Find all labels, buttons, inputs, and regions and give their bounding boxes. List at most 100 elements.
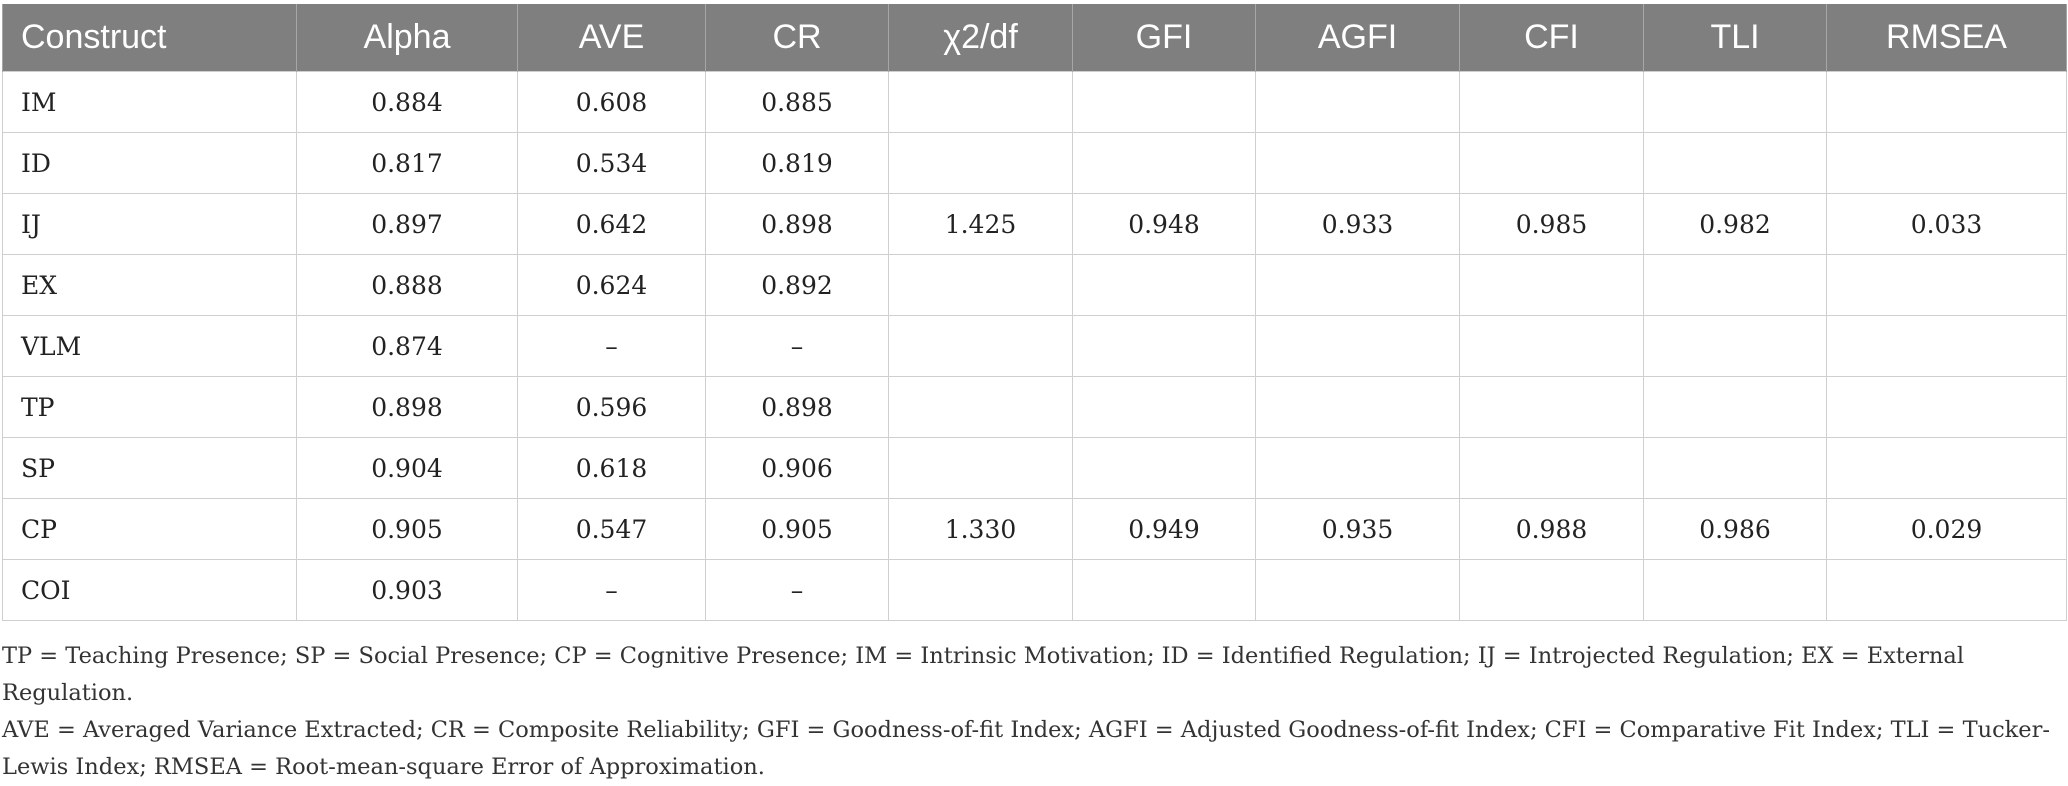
table-row: TP 0.898 0.596 0.898 — [2, 376, 2067, 438]
cell-ave: 0.618 — [517, 437, 706, 499]
cell-rmsea — [1826, 376, 2067, 438]
cell-agfi: 0.933 — [1255, 193, 1460, 255]
cell-alpha: 0.874 — [296, 315, 518, 377]
cell-rmsea — [1826, 559, 2067, 621]
cell-ave: 0.642 — [517, 193, 706, 255]
cell-alpha: 0.884 — [296, 71, 518, 133]
cell-cr: – — [705, 559, 889, 621]
footnote-abbreviations-line-2: AVE = Averaged Variance Extracted; CR = … — [2, 717, 2050, 780]
cell-alpha: 0.903 — [296, 559, 518, 621]
cell-alpha: 0.904 — [296, 437, 518, 499]
cell-gfi — [1072, 132, 1256, 194]
cell-cfi: 0.988 — [1459, 498, 1644, 560]
cell-gfi: 0.949 — [1072, 498, 1256, 560]
cell-ave: 0.596 — [517, 376, 706, 438]
cell-rmsea — [1826, 254, 2067, 316]
cell-alpha: 0.888 — [296, 254, 518, 316]
cell-construct: ID — [2, 132, 297, 194]
cell-rmsea — [1826, 132, 2067, 194]
cell-gfi: 0.948 — [1072, 193, 1256, 255]
header-gfi: GFI — [1072, 4, 1256, 72]
cell-gfi — [1072, 254, 1256, 316]
cell-tli — [1643, 132, 1827, 194]
header-rmsea: RMSEA — [1826, 4, 2067, 72]
cell-ave: 0.534 — [517, 132, 706, 194]
cell-cr: 0.906 — [705, 437, 889, 499]
cell-agfi — [1255, 254, 1460, 316]
header-ave: AVE — [517, 4, 706, 72]
cell-chi-square-df — [888, 254, 1073, 316]
cell-ave: – — [517, 315, 706, 377]
table-row: CP 0.905 0.547 0.905 1.330 0.949 0.935 0… — [2, 498, 2067, 560]
cell-rmsea: 0.033 — [1826, 193, 2067, 255]
header-chi-square-df: χ2/df — [888, 4, 1073, 72]
cell-construct: VLM — [2, 315, 297, 377]
cell-cr: 0.898 — [705, 193, 889, 255]
cell-agfi — [1255, 376, 1460, 438]
cell-construct: COI — [2, 559, 297, 621]
cell-agfi — [1255, 559, 1460, 621]
cell-tli — [1643, 559, 1827, 621]
table-footnotes: TP = Teaching Presence; SP = Social Pres… — [2, 638, 2052, 786]
cell-tli: 0.982 — [1643, 193, 1827, 255]
cell-agfi: 0.935 — [1255, 498, 1460, 560]
cell-cfi — [1459, 376, 1644, 438]
cell-cr: 0.885 — [705, 71, 889, 133]
header-agfi: AGFI — [1255, 4, 1460, 72]
table-row: COI 0.903 – – — [2, 559, 2067, 621]
cell-cfi — [1459, 71, 1644, 133]
cell-agfi — [1255, 132, 1460, 194]
cell-construct: IM — [2, 71, 297, 133]
cell-tli — [1643, 315, 1827, 377]
cell-ave: 0.547 — [517, 498, 706, 560]
table-row: VLM 0.874 – – — [2, 315, 2067, 377]
cell-construct: SP — [2, 437, 297, 499]
cell-cfi — [1459, 315, 1644, 377]
cell-chi-square-df — [888, 437, 1073, 499]
cell-tli: 0.986 — [1643, 498, 1827, 560]
cell-gfi — [1072, 315, 1256, 377]
cell-cfi — [1459, 132, 1644, 194]
cell-cfi — [1459, 437, 1644, 499]
cell-tli — [1643, 254, 1827, 316]
table-row: IM 0.884 0.608 0.885 — [2, 71, 2067, 133]
cell-chi-square-df — [888, 71, 1073, 133]
cell-chi-square-df — [888, 376, 1073, 438]
cell-tli — [1643, 376, 1827, 438]
cell-gfi — [1072, 71, 1256, 133]
cell-construct: EX — [2, 254, 297, 316]
cell-construct: IJ — [2, 193, 297, 255]
header-cr: CR — [705, 4, 889, 72]
cell-tli — [1643, 437, 1827, 499]
cell-agfi — [1255, 315, 1460, 377]
cell-cfi — [1459, 559, 1644, 621]
header-construct: Construct — [2, 4, 297, 72]
cell-chi-square-df: 1.330 — [888, 498, 1073, 560]
cell-cr: 0.905 — [705, 498, 889, 560]
table-header-row: Construct Alpha AVE CR χ2/df GFI AGFI CF… — [2, 4, 2067, 72]
table-row: SP 0.904 0.618 0.906 — [2, 437, 2067, 499]
table-row: ID 0.817 0.534 0.819 — [2, 132, 2067, 194]
cell-alpha: 0.905 — [296, 498, 518, 560]
cell-construct: TP — [2, 376, 297, 438]
cell-gfi — [1072, 376, 1256, 438]
header-alpha: Alpha — [296, 4, 518, 72]
cell-gfi — [1072, 437, 1256, 499]
cell-alpha: 0.897 — [296, 193, 518, 255]
header-cfi: CFI — [1459, 4, 1644, 72]
table-row: EX 0.888 0.624 0.892 — [2, 254, 2067, 316]
cell-cr: – — [705, 315, 889, 377]
cell-tli — [1643, 71, 1827, 133]
table-row: IJ 0.897 0.642 0.898 1.425 0.948 0.933 0… — [2, 193, 2067, 255]
cell-alpha: 0.898 — [296, 376, 518, 438]
results-table-container: Construct Alpha AVE CR χ2/df GFI AGFI CF… — [2, 4, 2067, 621]
cell-rmsea — [1826, 71, 2067, 133]
cell-chi-square-df — [888, 132, 1073, 194]
cell-cr: 0.892 — [705, 254, 889, 316]
header-tli: TLI — [1643, 4, 1827, 72]
cell-agfi — [1255, 437, 1460, 499]
cell-rmsea: 0.029 — [1826, 498, 2067, 560]
cell-construct: CP — [2, 498, 297, 560]
cell-ave: 0.608 — [517, 71, 706, 133]
cell-cfi: 0.985 — [1459, 193, 1644, 255]
